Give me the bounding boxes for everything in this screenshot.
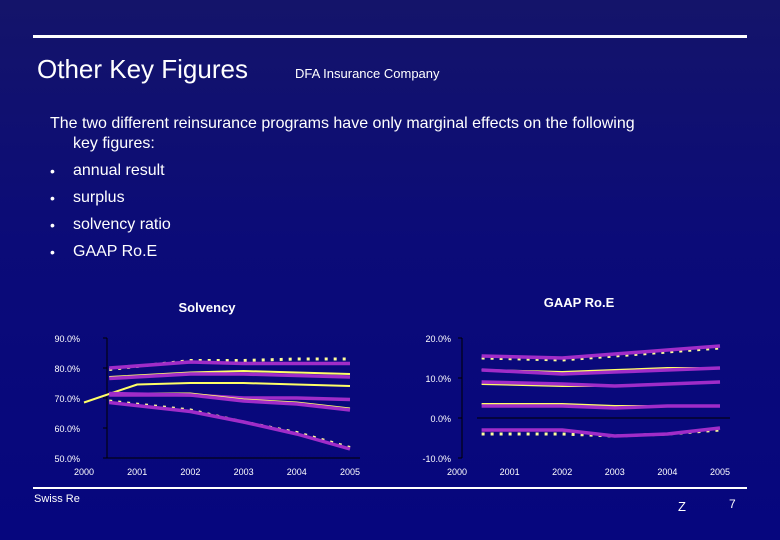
x-tick-label: 2004 [287,467,307,477]
list-item: • surplus [50,187,171,214]
x-tick-label: 2003 [605,467,625,477]
series-line [109,372,351,381]
footer-rule [33,487,747,489]
x-tick-label: 2000 [447,467,467,477]
bullet-icon: • [50,190,55,206]
x-tick-label: 2001 [127,467,147,477]
bullet-text: solvency ratio [73,216,171,233]
intro-text: The two different reinsurance programs h… [50,114,740,154]
list-item: • GAAP Ro.E [50,241,171,268]
company-name: DFA Insurance Company [295,66,440,81]
y-tick-label: 0.0% [430,414,451,424]
list-item: • annual result [50,160,171,187]
footer-mark: Z [678,499,686,514]
y-tick-label: -10.0% [422,454,451,464]
series-line [481,404,720,410]
y-tick-label: 50.0% [54,454,80,464]
x-tick-label: 2002 [180,467,200,477]
bullet-icon: • [50,217,55,233]
bullet-text: surplus [73,189,125,206]
bullet-icon: • [50,163,55,179]
x-tick-label: 2002 [552,467,572,477]
bullet-icon: • [50,244,55,260]
bullet-text: annual result [73,162,165,179]
series-line [109,391,351,412]
chart-title: GAAP Ro.E [544,295,615,310]
page-number: 7 [729,497,736,511]
bullet-text: GAAP Ro.E [73,243,158,260]
x-tick-label: 2000 [74,467,94,477]
series-line [481,344,721,360]
series-line [109,360,350,370]
y-tick-label: 20.0% [425,334,451,344]
list-item: • solvency ratio [50,214,171,241]
x-tick-label: 2005 [710,467,730,477]
series-line [481,426,721,438]
intro-line-1: The two different reinsurance programs h… [50,115,635,132]
y-tick-label: 80.0% [54,364,80,374]
chart-title: Solvency [178,300,236,315]
key-figures-list: • annual result • surplus • solvency ratio … [50,160,171,268]
y-tick-label: 70.0% [54,394,80,404]
series-line [481,366,721,376]
intro-line-2: key figures: [73,135,155,152]
x-tick-label: 2004 [657,467,677,477]
series-line [109,400,351,451]
series-line [481,380,721,388]
x-tick-label: 2001 [500,467,520,477]
y-tick-label: 90.0% [54,334,80,344]
series-line [83,382,351,404]
header-rule [33,35,747,38]
y-tick-label: 10.0% [425,374,451,384]
page-title: Other Key Figures [37,54,248,84]
x-tick-label: 2005 [340,467,360,477]
footer-brand: Swiss Re [34,493,80,505]
x-tick-label: 2003 [234,467,254,477]
y-tick-label: 60.0% [54,424,80,434]
